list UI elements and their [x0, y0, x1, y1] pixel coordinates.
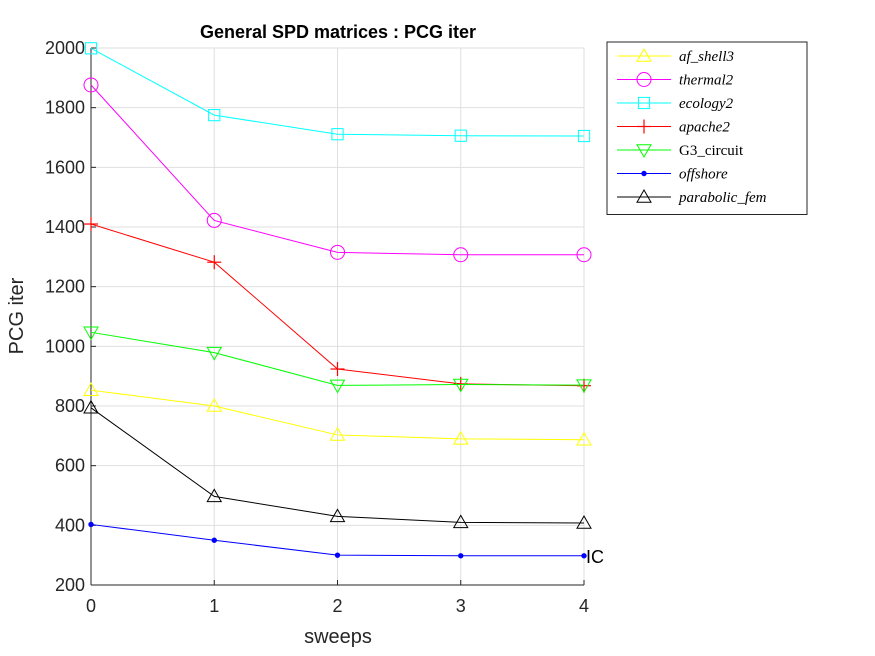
legend-label: parabolic_fem: [678, 190, 767, 206]
x-tick-label: 4: [579, 596, 589, 616]
y-axis-label: PCG iter: [6, 277, 28, 354]
legend-label: offshore: [679, 167, 728, 183]
y-tick-label: 600: [55, 456, 85, 476]
data-point: [83, 77, 99, 93]
data-point: [208, 109, 221, 122]
series-ecology2: [84, 42, 591, 143]
data-point: [83, 399, 99, 414]
legend-marker: [636, 72, 652, 87]
y-tick-label: 400: [55, 515, 85, 535]
legend-label: af_shell3: [679, 49, 734, 65]
y-tick-label: 200: [55, 575, 85, 595]
data-point: [330, 362, 345, 377]
legend-entry: parabolic_fem: [617, 188, 767, 206]
grid-layer: [90, 47, 585, 586]
series-thermal2: [83, 77, 592, 263]
legend-entry: apache2: [617, 119, 730, 136]
data-point: [329, 379, 346, 394]
y-tick-label: 2000: [45, 38, 85, 58]
y-tick-label: 1000: [45, 336, 85, 356]
y-tick-label: 1400: [45, 217, 85, 237]
legend-marker: [636, 144, 652, 159]
data-point: [88, 521, 94, 528]
series-line: [90, 47, 585, 137]
data-point: [576, 431, 592, 446]
legend: af_shell3 thermal2 ecology2 apache2 G3_circu…: [606, 41, 808, 215]
x-axis-label: sweeps: [304, 626, 372, 648]
data-point: [329, 508, 346, 523]
legend-label: thermal2: [679, 73, 734, 89]
y-tick-label: 1600: [45, 157, 85, 177]
annotation-layer: IC: [586, 547, 604, 567]
series-layer: [83, 42, 592, 559]
series-offshore: [88, 521, 587, 559]
data-point: [84, 217, 98, 232]
data-point: [331, 128, 344, 141]
y-tick-label: 1800: [45, 98, 85, 118]
data-point: [206, 488, 223, 503]
x-tick-label: 0: [86, 596, 96, 616]
legend-entry: ecology2: [617, 96, 734, 112]
data-point: [207, 255, 222, 270]
legend-entry: offshore: [617, 167, 728, 183]
data-point: [576, 379, 592, 394]
y-tick-label: 1200: [45, 277, 85, 297]
data-point: [206, 346, 223, 361]
legend-label: ecology2: [679, 96, 734, 112]
data-point: [211, 537, 217, 543]
legend-entry: G3_circuit: [617, 143, 744, 159]
series-line: [90, 407, 585, 524]
x-tick-label: 1: [209, 596, 219, 616]
series-line: [90, 84, 584, 256]
legend-marker: [636, 47, 652, 62]
data-point: [452, 430, 469, 445]
legend-marker: [637, 119, 651, 134]
data-point: [329, 426, 346, 441]
legend-entry: af_shell3: [617, 47, 734, 65]
legend-box: [606, 41, 808, 215]
data-point: [206, 397, 223, 412]
data-point: [454, 129, 467, 142]
data-point: [330, 244, 345, 260]
data-point: [452, 514, 469, 529]
chart-title: General SPD matrices : PCG iter: [200, 22, 476, 42]
y-tick-label: 800: [55, 396, 85, 416]
data-point: [84, 42, 98, 55]
legend-marker: [641, 170, 647, 177]
data-point: [83, 326, 99, 341]
series-af-shell3: [83, 382, 592, 446]
series-line: [90, 331, 585, 386]
data-point: [577, 129, 591, 143]
x-tick-label: 2: [332, 596, 342, 616]
legend-marker: [636, 188, 652, 203]
x-tick-label: 3: [456, 596, 466, 616]
legend-marker: [637, 96, 651, 110]
annotation-label: IC: [586, 547, 604, 567]
data-point: [576, 514, 592, 529]
legend-label: G3_circuit: [679, 143, 744, 159]
legend-label: apache2: [679, 120, 730, 136]
data-point: [453, 247, 469, 263]
series-line: [90, 389, 585, 441]
series-parabolic-fem: [83, 399, 592, 529]
data-point: [458, 553, 464, 559]
data-point: [452, 378, 469, 393]
data-point: [581, 553, 587, 559]
legend-entry: thermal2: [617, 72, 734, 89]
data-point: [334, 552, 341, 558]
data-point: [83, 382, 99, 396]
axes-layer: 0 1 2 3 4 200 400 600 800 1000 1200 1400 1600 1800 200…: [45, 38, 589, 616]
data-point: [206, 212, 222, 228]
data-point: [577, 378, 591, 393]
series-g3-circuit: [83, 326, 592, 394]
data-point: [576, 247, 592, 263]
